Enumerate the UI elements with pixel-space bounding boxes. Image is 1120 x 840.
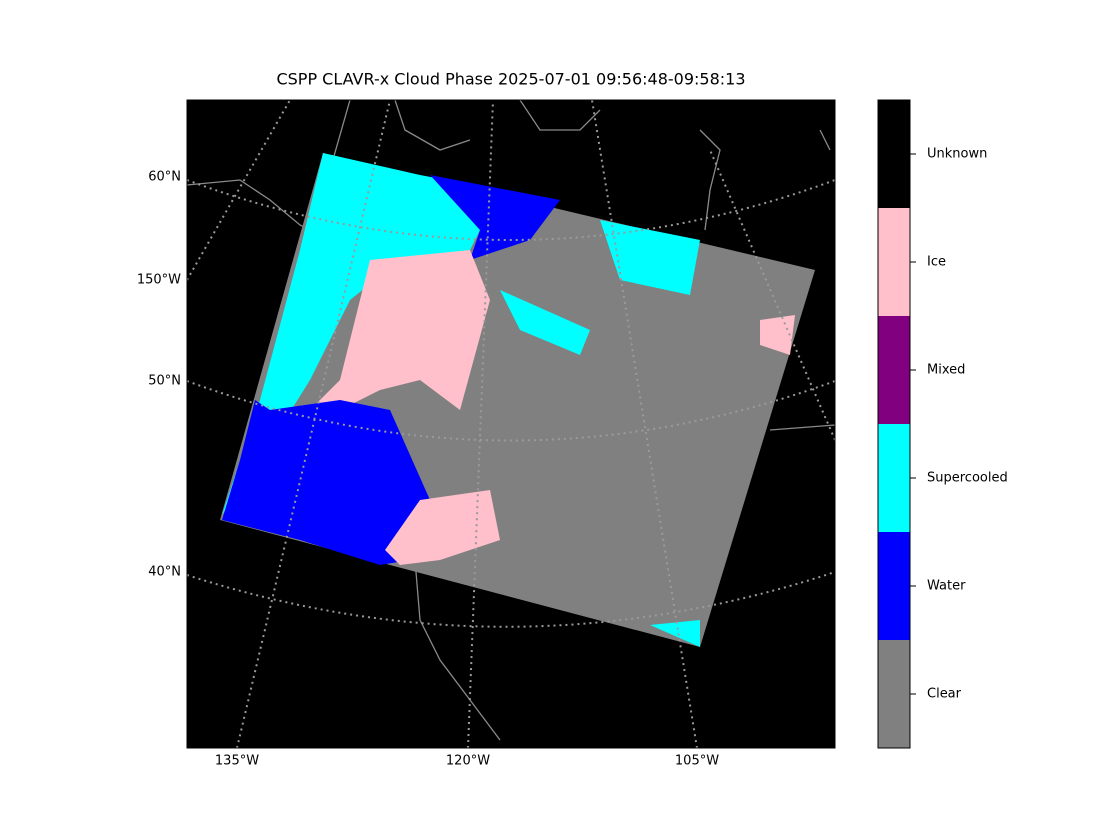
graticule <box>467 100 494 748</box>
supercooled-region <box>500 290 590 355</box>
longitude-label: 120°W <box>446 754 490 769</box>
ice-region <box>230 250 490 520</box>
latitude-label: 50°N <box>148 374 181 389</box>
colorbar-segment <box>878 316 910 424</box>
supercooled-region <box>222 153 500 515</box>
figure-title: CSPP CLAVR-x Cloud Phase 2025-07-01 09:5… <box>276 70 745 89</box>
map <box>186 99 836 749</box>
colorbar: Unknown Ice Mixed Supercooled Water Clear <box>878 100 1008 748</box>
colorbar-label: Ice <box>927 255 946 270</box>
colorbar-frame <box>877 99 911 749</box>
longitude-label: 105°W <box>675 754 719 769</box>
colorbar-label: Clear <box>927 687 962 702</box>
colorbar-label: Supercooled <box>927 471 1008 486</box>
latitude-label: 40°N <box>148 565 181 580</box>
colorbar-segment <box>878 100 910 208</box>
latitude-label: 60°N <box>148 170 181 185</box>
colorbar-segment <box>878 532 910 640</box>
water-region <box>222 400 430 565</box>
ice-region <box>760 315 795 355</box>
graticule <box>591 100 698 748</box>
graticule <box>187 571 835 628</box>
supercooled-region <box>600 220 700 295</box>
colorbar-label: Mixed <box>927 363 965 378</box>
colorbar-segment <box>878 208 910 316</box>
colorbar-label: Water <box>927 579 966 594</box>
map-frame <box>186 99 836 749</box>
longitude-label: 135°W <box>215 754 259 769</box>
water-region <box>430 175 560 260</box>
colorbar-label: Unknown <box>927 147 987 162</box>
graticule <box>187 100 291 281</box>
colorbar-segment <box>878 640 910 748</box>
graticule <box>709 149 835 441</box>
colorbar-segment <box>878 424 910 532</box>
latitude-label: 150°W <box>137 273 181 288</box>
graticule <box>187 179 835 241</box>
supercooled-region <box>650 620 700 647</box>
graticule <box>187 380 835 442</box>
ice-region <box>385 490 500 565</box>
